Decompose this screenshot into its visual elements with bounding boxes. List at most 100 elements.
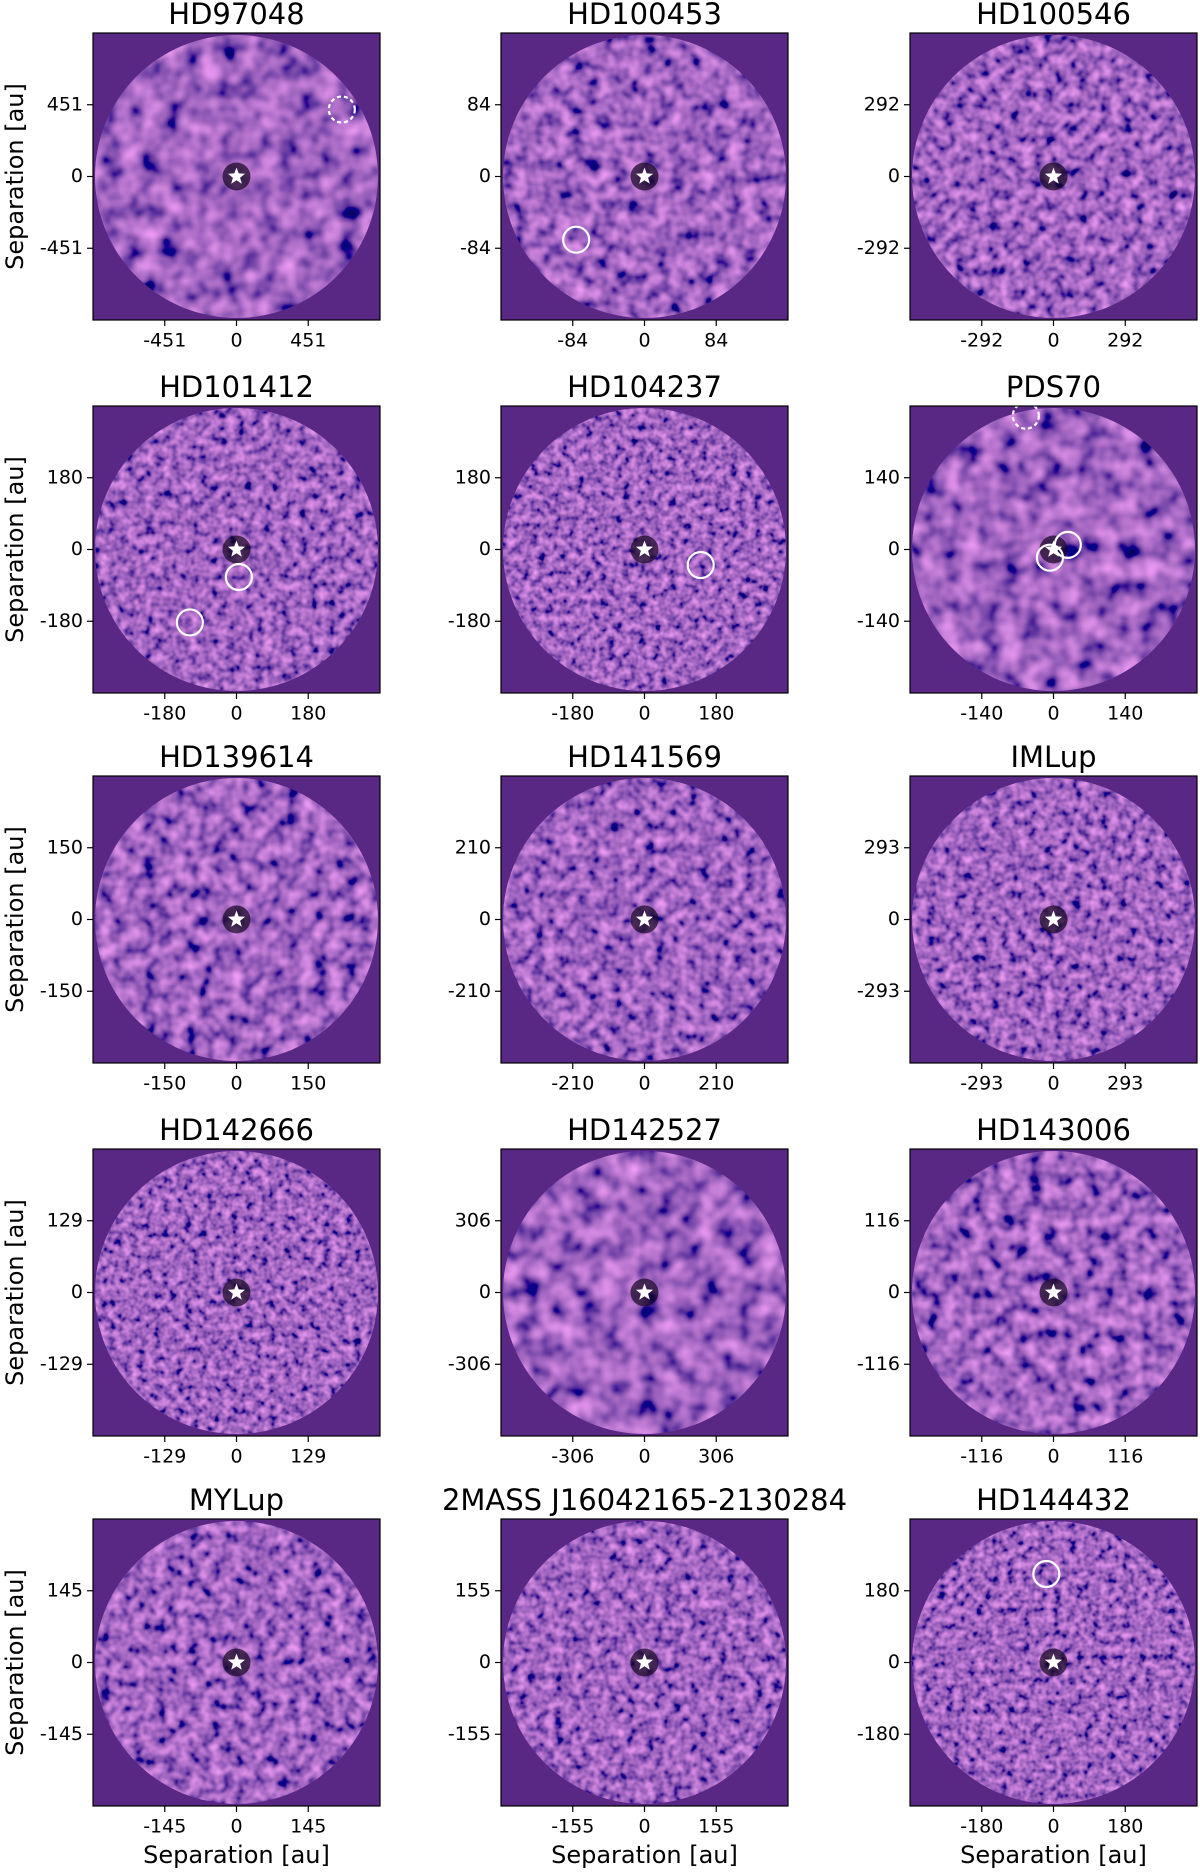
companion-marker — [327, 95, 356, 124]
panel-title: HD142527 — [567, 1113, 722, 1147]
panel-title: HD144432 — [976, 1483, 1131, 1517]
x-tick-label: 0 — [230, 1446, 242, 1468]
y-tick-label: 0 — [888, 538, 900, 560]
panel-title: HD143006 — [976, 1113, 1131, 1147]
y-tick-label: 306 — [455, 1209, 491, 1231]
x-axis-label: Separation [au] — [551, 1841, 738, 1869]
panel-title: IMLup — [1010, 740, 1096, 774]
y-tick-label: 145 — [47, 1579, 83, 1601]
x-tick-label: -306 — [551, 1446, 594, 1468]
y-tick-label: -306 — [448, 1353, 491, 1375]
x-tick-label: 0 — [1047, 703, 1059, 725]
panel-title: HD100453 — [567, 0, 722, 31]
y-tick-label: 140 — [864, 466, 900, 488]
star-marker — [635, 540, 654, 557]
x-tick-label: 140 — [1107, 703, 1143, 725]
star-marker — [1044, 540, 1063, 557]
y-tick-label: 0 — [479, 165, 491, 187]
panel-title: HD97048 — [168, 0, 304, 31]
panel-title: HD141569 — [567, 740, 722, 774]
y-tick-label: -150 — [40, 980, 83, 1002]
companion-marker — [224, 562, 253, 592]
star-marker — [1044, 1283, 1063, 1300]
star-marker — [227, 910, 246, 927]
x-tick-label: -293 — [960, 1073, 1003, 1095]
x-tick-label: 84 — [704, 330, 728, 352]
companion-marker — [562, 225, 591, 254]
x-tick-label: 0 — [638, 703, 650, 725]
star-marker — [227, 540, 246, 557]
y-tick-label: 180 — [455, 466, 491, 488]
x-tick-label: 180 — [1107, 1816, 1143, 1838]
y-tick-label: -145 — [40, 1723, 83, 1745]
y-tick-label: 150 — [47, 836, 83, 858]
y-tick-label: -155 — [448, 1723, 491, 1745]
y-axis-label: Separation [au] — [1, 826, 29, 1013]
companion-marker — [686, 550, 715, 580]
star-marker — [227, 167, 246, 184]
y-tick-label: -180 — [448, 610, 491, 632]
x-tick-label: 150 — [290, 1073, 326, 1095]
y-tick-label: 0 — [71, 538, 83, 560]
x-tick-label: 145 — [290, 1816, 326, 1838]
x-tick-label: 180 — [290, 703, 326, 725]
y-tick-label: 129 — [47, 1209, 83, 1231]
y-tick-label: 180 — [864, 1579, 900, 1601]
x-tick-label: 0 — [638, 1446, 650, 1468]
y-tick-label: 0 — [71, 165, 83, 187]
y-tick-label: 180 — [47, 466, 83, 488]
y-axis-label: Separation [au] — [1, 456, 29, 643]
x-tick-label: 0 — [1047, 330, 1059, 352]
panel-title: MYLup — [189, 1483, 284, 1517]
star-marker — [635, 1283, 654, 1300]
x-tick-label: 180 — [698, 703, 734, 725]
star-marker — [1044, 1653, 1063, 1670]
companion-marker — [175, 608, 204, 637]
x-tick-label: 129 — [290, 1446, 326, 1468]
x-tick-label: 155 — [698, 1816, 734, 1838]
x-tick-label: -180 — [143, 703, 186, 725]
y-tick-label: -84 — [460, 237, 491, 259]
star-marker — [1044, 167, 1063, 184]
y-tick-label: 0 — [888, 1281, 900, 1303]
x-tick-label: -210 — [551, 1073, 594, 1095]
companion-marker — [1053, 530, 1082, 559]
x-tick-label: 293 — [1107, 1073, 1143, 1095]
x-tick-label: 0 — [638, 1073, 650, 1095]
x-tick-label: -180 — [960, 1816, 1003, 1838]
x-tick-label: 0 — [1047, 1446, 1059, 1468]
y-axis-label: Separation [au] — [1, 83, 29, 270]
panel-title: 2MASS J16042165-2130284 — [442, 1483, 847, 1517]
companion-marker — [1011, 401, 1040, 430]
x-tick-label: 0 — [230, 703, 242, 725]
x-tick-label: -116 — [960, 1446, 1003, 1468]
x-tick-label: -451 — [143, 330, 186, 352]
x-tick-label: 0 — [1047, 1073, 1059, 1095]
y-tick-label: -180 — [857, 1723, 900, 1745]
star-marker — [227, 1653, 246, 1670]
x-tick-label: -180 — [551, 703, 594, 725]
y-tick-label: 0 — [71, 1651, 83, 1673]
star-marker — [635, 1653, 654, 1670]
y-tick-label: -140 — [857, 610, 900, 632]
y-tick-label: 0 — [888, 1651, 900, 1673]
y-tick-label: 0 — [888, 165, 900, 187]
x-tick-label: -129 — [143, 1446, 186, 1468]
companion-marker — [1032, 1559, 1061, 1589]
x-axis-label: Separation [au] — [143, 1841, 330, 1869]
x-tick-label: 116 — [1107, 1446, 1143, 1468]
y-tick-label: 0 — [479, 1281, 491, 1303]
y-tick-label: -180 — [40, 610, 83, 632]
x-tick-label: 0 — [230, 1816, 242, 1838]
x-tick-label: -292 — [960, 330, 1003, 352]
x-tick-label: 0 — [230, 330, 242, 352]
y-tick-label: -116 — [857, 1353, 900, 1375]
y-tick-label: -129 — [40, 1353, 83, 1375]
star-marker — [227, 1283, 246, 1300]
y-axis-label: Separation [au] — [1, 1569, 29, 1756]
y-tick-label: 116 — [864, 1209, 900, 1231]
panel-title: HD139614 — [159, 740, 314, 774]
